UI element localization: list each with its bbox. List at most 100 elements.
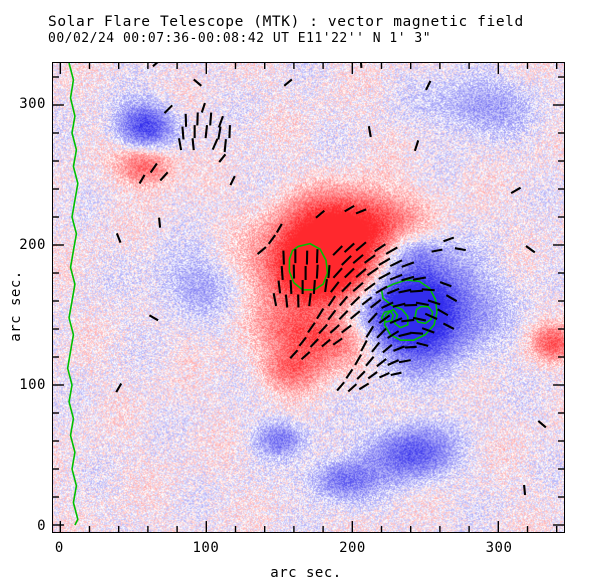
x-tick-label-300: 300: [485, 540, 513, 556]
field-vector-85: [392, 302, 406, 308]
y-tick-label-100: 100: [19, 377, 46, 394]
field-vector-65: [321, 338, 331, 348]
field-vector-83: [369, 298, 382, 309]
field-vector-73: [401, 261, 415, 268]
field-vector-56: [327, 309, 337, 321]
field-vector-95: [365, 325, 375, 338]
field-vector-6: [204, 125, 209, 139]
field-vector-110: [387, 359, 400, 366]
field-vector-91: [389, 317, 403, 324]
field-vector-57: [338, 310, 349, 321]
field-vector-103: [382, 344, 393, 354]
field-vector-52: [338, 295, 349, 307]
field-vector-99: [410, 331, 424, 335]
field-vector-55: [316, 307, 325, 320]
field-vector-107: [354, 354, 363, 366]
field-vector-142: [152, 63, 159, 68]
field-vector-105: [404, 345, 417, 349]
field-vector-101: [360, 340, 368, 352]
field-vector-40: [341, 255, 352, 266]
field-vector-145: [523, 484, 527, 496]
y-tick-label-300: 300: [19, 96, 46, 113]
contour-umbra-east-small: [380, 310, 394, 323]
field-vector-88: [427, 299, 441, 306]
field-vector-97: [387, 330, 400, 339]
field-vector-47: [329, 281, 340, 293]
field-vector-58: [349, 310, 361, 320]
field-vector-33: [272, 293, 278, 307]
field-vector-51: [327, 295, 337, 307]
field-vector-42: [363, 254, 376, 264]
field-vector-118: [347, 383, 358, 393]
field-vector-115: [378, 372, 390, 379]
contour-group: [66, 63, 438, 526]
field-vector-41: [352, 254, 364, 264]
field-vector-74: [378, 271, 391, 280]
field-vector-106: [416, 341, 429, 347]
field-vector-148: [359, 63, 363, 69]
field-vector-146: [148, 314, 159, 322]
field-vector-84: [381, 301, 394, 309]
field-vector-109: [376, 358, 387, 368]
field-vector-114: [367, 371, 378, 380]
contour-umbra-east-inner: [414, 305, 434, 325]
field-vector-70: [385, 246, 398, 255]
field-vector-32: [324, 279, 328, 293]
field-vector-3: [217, 115, 224, 128]
x-axis-label: arc sec.: [270, 565, 342, 581]
field-vector-144: [537, 420, 547, 429]
field-vector-124: [431, 248, 443, 253]
field-vector-34: [284, 294, 289, 308]
field-vector-67: [289, 349, 299, 359]
field-vector-54: [361, 296, 373, 306]
field-vector-9: [177, 138, 183, 151]
field-vector-137: [425, 80, 432, 91]
field-vector-39: [355, 241, 367, 252]
field-vector-100: [421, 327, 435, 334]
field-vector-128: [256, 246, 267, 255]
field-vector-12: [223, 139, 227, 153]
field-vector-16: [149, 162, 158, 174]
field-vector-119: [358, 382, 370, 391]
field-vector-4: [181, 126, 185, 140]
field-vector-44: [344, 267, 355, 279]
field-vector-49: [352, 281, 364, 293]
field-vector-76: [401, 275, 415, 282]
field-vector-123: [442, 322, 455, 330]
field-vector-139: [158, 217, 162, 228]
field-vector-102: [371, 341, 381, 353]
field-vector-50: [363, 282, 376, 292]
field-vector-121: [445, 294, 458, 303]
field-vector-117: [336, 381, 345, 392]
field-vector-31: [312, 279, 316, 294]
field-vector-48: [341, 281, 352, 293]
field-vector-29: [289, 280, 293, 294]
field-vector-80: [398, 288, 412, 294]
field-vector-93: [412, 316, 427, 322]
field-vector-127: [267, 234, 277, 245]
y-tick-label-0: 0: [37, 517, 46, 534]
field-vector-60: [318, 323, 328, 335]
field-vector-136: [413, 140, 420, 152]
field-vector-82: [421, 288, 435, 292]
figure-title: Solar Flare Telescope (MTK) : vector mag…: [48, 14, 524, 30]
field-vector-27: [327, 265, 331, 279]
field-vector-63: [298, 336, 307, 347]
field-vector-11: [211, 138, 219, 151]
field-vector-18: [138, 174, 146, 185]
field-vector-143: [283, 78, 293, 87]
contour-solar-limb: [66, 63, 79, 526]
field-vector-141: [193, 78, 202, 87]
field-vector-129: [275, 223, 283, 234]
field-vector-26: [315, 264, 319, 279]
figure-subtitle: 00/02/24 00:07:36-00:08:42 UT E11'22'' N…: [48, 31, 432, 46]
field-vector-132: [315, 209, 326, 219]
x-tick-label-200: 200: [339, 540, 366, 556]
field-vector-36: [308, 293, 312, 307]
field-vector-66: [332, 337, 343, 346]
field-vector-77: [412, 276, 427, 281]
field-vector-94: [424, 312, 438, 320]
field-vector-126: [454, 247, 466, 252]
field-vector-89: [367, 312, 378, 324]
